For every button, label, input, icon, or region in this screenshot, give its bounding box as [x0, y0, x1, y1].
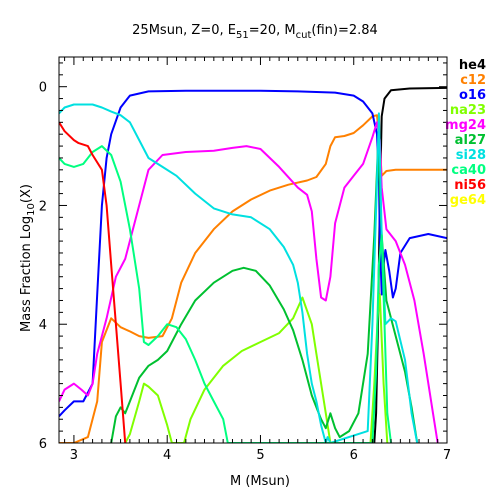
- series-line-o16: [59, 89, 447, 417]
- x-tick-label: 4: [163, 448, 171, 463]
- title-subscript: 51: [236, 30, 249, 41]
- legend-item-ge64: ge64: [450, 193, 486, 208]
- series-layer: [59, 86, 447, 443]
- legend-item-al27: al27: [455, 133, 486, 148]
- ylabel-part: Mass Fraction Log: [19, 216, 34, 332]
- legend-item-he4: he4: [459, 58, 486, 73]
- legend-item-c12: c12: [460, 73, 486, 88]
- y-axis-label: Mass Fraction Log10(X): [19, 184, 37, 332]
- legend-item-ca40: ca40: [451, 163, 486, 178]
- chart-title: 25Msun, Z=0, E51=20, Mcut(fin)=2.84: [132, 23, 378, 41]
- series-line-ni56: [59, 121, 127, 443]
- ylabel-subscript: 10: [26, 203, 37, 216]
- x-tick-label: 6: [350, 448, 358, 463]
- series-line-c12: [59, 114, 447, 443]
- series-line-mg24: [59, 121, 439, 443]
- y-tick-label: 0: [39, 81, 47, 96]
- plot-frame: [58, 56, 448, 444]
- legend-item-na23: na23: [450, 103, 486, 118]
- legend-item-ni56: ni56: [454, 178, 486, 193]
- legend-item-o16: o16: [459, 88, 486, 103]
- series-line-ca40: [59, 145, 392, 443]
- title-part: 25Msun, Z=0, E: [132, 23, 236, 38]
- title-part: (fin)=2.84: [311, 23, 377, 38]
- x-tick-label: 7: [443, 448, 451, 463]
- ylabel-part: (X): [19, 184, 34, 203]
- series-line-he4: [373, 86, 447, 443]
- y-tick-label: 4: [39, 318, 47, 333]
- x-tick-label: 5: [256, 448, 264, 463]
- legend-item-si28: si28: [456, 148, 486, 163]
- series-line-si28: [59, 103, 419, 443]
- title-part: =20, M: [249, 23, 296, 38]
- series-line-al27: [110, 145, 419, 443]
- y-tick-label: 6: [39, 437, 47, 452]
- x-tick-label: 3: [70, 448, 78, 463]
- tick-layer: 3 4 5 6 7 0 2 4 6: [39, 57, 451, 463]
- title-subscript: cut: [296, 30, 312, 41]
- legend-item-mg24: mg24: [445, 118, 486, 133]
- y-tick-label: 2: [39, 199, 47, 214]
- series-line-na23: [124, 293, 389, 443]
- x-axis-label: M (Msun): [230, 474, 290, 489]
